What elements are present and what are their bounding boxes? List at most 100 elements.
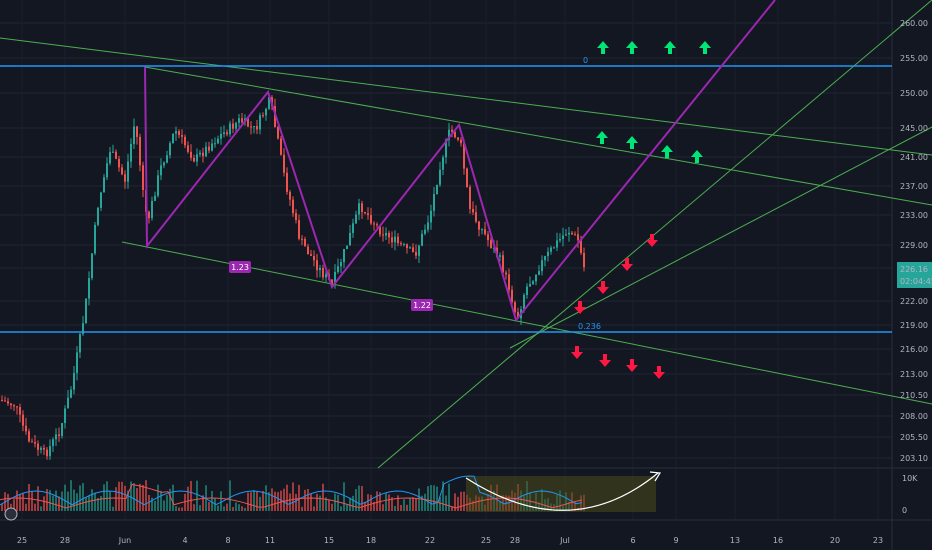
volume-tick-label: 0 (902, 506, 907, 515)
candle-body (37, 443, 39, 450)
volume-bar (325, 497, 327, 511)
price-label-timer: 02:04:45 (900, 277, 932, 286)
candle-body (301, 238, 303, 240)
up-arrow (597, 41, 609, 54)
up-arrow (691, 150, 703, 163)
trendline (144, 66, 932, 206)
candle-body (349, 232, 351, 246)
candle-body (100, 192, 102, 208)
volume-bar (295, 493, 297, 511)
y-tick-label: 208.00 (900, 412, 928, 421)
candle-body (235, 122, 237, 129)
y-tick-label: 219.00 (900, 321, 928, 330)
candle-body (307, 246, 309, 255)
x-tick-label: 22 (425, 536, 435, 545)
volume-bar (193, 504, 195, 511)
trendline (121, 241, 932, 405)
candle-body (343, 249, 345, 263)
volume-bar (358, 485, 360, 511)
candle-body (406, 244, 408, 249)
volume-bar (115, 487, 117, 511)
x-tick-label: 6 (630, 536, 635, 545)
candle-body (10, 403, 12, 406)
candle-body (64, 408, 66, 424)
volume-bar (31, 491, 33, 511)
candle-body (238, 118, 240, 123)
volume-bar (304, 489, 306, 511)
volume-bar (49, 490, 51, 511)
volume-bar (382, 504, 384, 511)
candle-body (424, 229, 426, 234)
volume-bar (310, 493, 312, 511)
volume-bar (250, 492, 252, 511)
candle-body (52, 439, 54, 447)
volume-arc-arrowhead (649, 471, 662, 482)
candle-body (454, 131, 456, 138)
volume-bar (109, 491, 111, 511)
volume-bar (406, 504, 408, 511)
candle-body (193, 157, 195, 162)
candle-body (124, 174, 126, 182)
candle-body (88, 278, 90, 299)
volume-bar (163, 500, 165, 511)
volume-bar (457, 496, 459, 511)
volume-bar (94, 492, 96, 511)
volume-bar (286, 484, 288, 511)
volume-bar (40, 506, 42, 511)
candle-body (502, 255, 504, 273)
volume-bar (82, 483, 84, 511)
volume-bar (343, 482, 345, 511)
volume-bar (70, 480, 72, 511)
candle-body (265, 108, 267, 116)
candle-body (217, 138, 219, 144)
volume-bar (427, 486, 429, 511)
candle-body (340, 262, 342, 267)
candle-body (19, 407, 21, 415)
up-arrow (699, 41, 711, 54)
candle-body (292, 199, 294, 214)
candle-body (544, 256, 546, 261)
volume-bar (136, 488, 138, 511)
volume-bar (388, 494, 390, 511)
candle-body (517, 312, 519, 319)
candle-body (79, 334, 81, 353)
candle-body (205, 146, 207, 157)
candle-body (559, 238, 561, 241)
volume-bar (37, 486, 39, 511)
candle-body (304, 239, 306, 247)
volume-bar (46, 489, 48, 511)
candle-body (91, 253, 93, 279)
x-tick-label: 25 (481, 536, 491, 545)
trendline (0, 37, 932, 156)
volume-bar (160, 490, 162, 511)
x-axis: 25 28 Jun 4 8 11 15 18 22 25 28 Jul 6 9 13 16 20 23 (17, 536, 883, 545)
candle-body (202, 152, 204, 157)
y-tick-label: 237.00 (900, 182, 928, 191)
candle-body (337, 266, 339, 272)
candle-body (175, 131, 177, 134)
candle-body (181, 135, 183, 137)
candle-body (397, 236, 399, 244)
candle-body (514, 302, 516, 313)
candle-body (310, 254, 312, 256)
volume-bar (451, 506, 453, 511)
candle-body (481, 229, 483, 231)
price-label-value: 226.16 (900, 265, 928, 274)
x-tick-label: 8 (225, 536, 230, 545)
volume-bar (238, 504, 240, 511)
candle-body (289, 191, 291, 200)
candle-body (160, 165, 162, 176)
candle-body (478, 221, 480, 230)
volume-bar (181, 507, 183, 511)
volume-bar (172, 484, 174, 511)
candle-body (118, 158, 120, 168)
volume-bar (346, 504, 348, 511)
volume-bar (415, 498, 417, 511)
candle-body (535, 274, 537, 282)
volume-bar (148, 494, 150, 511)
candle-body (385, 232, 387, 236)
candle-body (331, 279, 333, 284)
candle-body (550, 247, 552, 252)
down-arrow (599, 354, 611, 367)
